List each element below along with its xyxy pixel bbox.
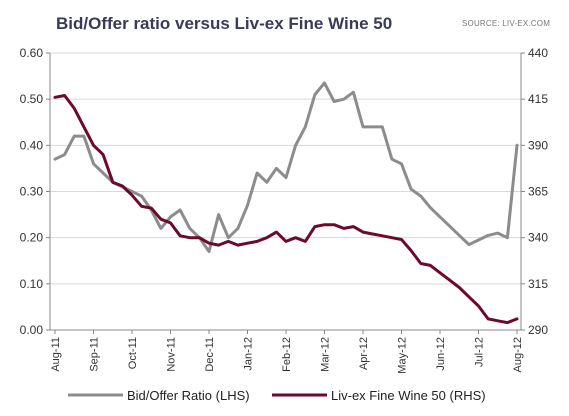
chart-source: SOURCE: LIV-EX.COM	[462, 19, 551, 28]
left-tick-label: 0.30	[20, 185, 44, 199]
left-tick-label: 0.40	[20, 138, 44, 152]
left-y-ticks: 0.00 0.10 0.20 0.30 0.40 0.50 0.60	[20, 46, 50, 337]
x-tick-label: Dec-11	[204, 337, 216, 372]
right-tick-label: 415	[528, 92, 548, 106]
chart-title: Bid/Offer ratio versus Liv-ex Fine Wine …	[56, 14, 393, 33]
legend-label: Bid/Offer Ratio (LHS)	[127, 388, 250, 403]
right-tick-label: 390	[528, 138, 548, 152]
x-tick-label: Aug-12	[512, 337, 524, 372]
x-tick-label: Jan-12	[243, 337, 255, 371]
right-y-ticks: 290 315 340 365 390 415 440	[521, 46, 548, 337]
x-tick-label: Sep-11	[89, 337, 101, 372]
right-tick-label: 440	[528, 46, 548, 60]
x-tick-label: Feb-12	[281, 337, 293, 372]
left-tick-label: 0.60	[20, 46, 44, 60]
right-tick-label: 365	[528, 185, 548, 199]
x-tick-label: Aug-11	[50, 337, 62, 372]
right-tick-label: 290	[528, 323, 548, 337]
x-tick-label: May-12	[397, 337, 409, 374]
left-tick-label: 0.20	[20, 231, 44, 245]
series-line-2	[53, 94, 519, 325]
series-line-1	[53, 81, 519, 253]
x-ticks: Aug-11 Sep-11 Oct-11 Nov-11 Dec-11 Jan-12 Feb-…	[50, 330, 524, 374]
x-tick-label: Jul-12	[474, 337, 486, 367]
legend-label: Liv-ex Fine Wine 50 (RHS)	[331, 388, 486, 403]
x-tick-label: Apr-12	[358, 337, 370, 370]
grid-lines	[50, 52, 521, 285]
x-tick-label: Mar-12	[320, 337, 332, 372]
left-tick-label: 0.10	[20, 277, 44, 291]
left-tick-label: 0.00	[20, 323, 44, 337]
x-tick-label: Jun-12	[435, 337, 447, 371]
x-tick-label: Oct-11	[127, 337, 139, 369]
x-tick-label: Nov-11	[166, 337, 178, 372]
left-tick-label: 0.50	[20, 92, 44, 106]
legend: Bid/Offer Ratio (LHS) Liv-ex Fine Wine 50…	[68, 388, 486, 403]
series-lines	[53, 81, 519, 325]
right-tick-label: 340	[528, 231, 548, 245]
right-tick-label: 315	[528, 277, 548, 291]
